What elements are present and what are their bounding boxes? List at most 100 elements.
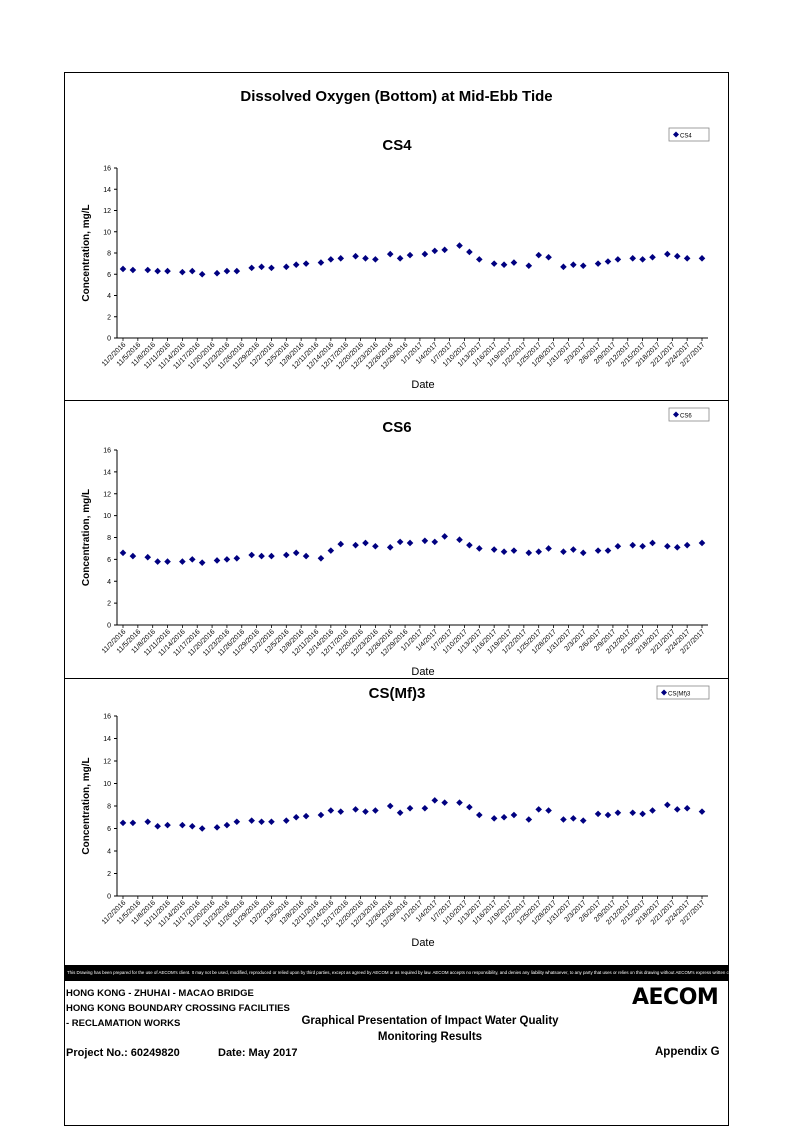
data-point xyxy=(476,256,483,263)
data-point xyxy=(683,541,691,549)
data-point xyxy=(372,256,379,263)
data-point xyxy=(372,542,379,550)
y-axis-label: Concentration, mg/L xyxy=(81,204,92,301)
chart-cs6: CS6 CS6 0 2 4 6 8 10 12 14 16 Concentration, mg/L 11… xyxy=(65,400,729,678)
data-point xyxy=(258,552,265,560)
data-point xyxy=(525,816,533,823)
data-point xyxy=(179,821,186,829)
disclaimer-bar: This Drawing has been prepared for the u… xyxy=(64,965,729,981)
data-point xyxy=(327,256,335,263)
y-tick-label: 16 xyxy=(103,166,111,173)
legend-marker xyxy=(661,689,667,696)
footer-project-line1: HONG KONG - ZHUHAI - MACAO BRIDGE xyxy=(66,988,254,999)
data-point xyxy=(396,255,404,262)
data-point xyxy=(248,817,255,824)
footer-project-line2: HONG KONG BOUNDARY CROSSING FACILITIES xyxy=(66,1003,290,1014)
y-tick-label: 4 xyxy=(107,849,111,856)
data-point xyxy=(476,811,483,819)
data-point xyxy=(614,542,622,550)
data-point xyxy=(604,258,612,265)
data-point xyxy=(362,539,369,547)
data-point xyxy=(327,807,335,814)
data-point xyxy=(352,541,359,549)
data-point xyxy=(268,818,275,826)
chart-title: CS(Mf)3 xyxy=(369,685,426,702)
data-point xyxy=(258,263,265,271)
data-point xyxy=(119,819,127,827)
data-point xyxy=(292,261,300,268)
data-point xyxy=(198,559,206,566)
data-point xyxy=(198,825,206,832)
data-point xyxy=(248,551,255,559)
data-point xyxy=(129,266,137,274)
data-point xyxy=(144,266,152,274)
data-point xyxy=(431,247,439,255)
data-point xyxy=(337,808,345,815)
data-point xyxy=(129,819,137,827)
y-tick-label: 2 xyxy=(107,871,111,878)
data-point xyxy=(639,542,646,550)
data-point xyxy=(386,802,394,810)
data-point xyxy=(510,811,518,819)
data-point xyxy=(673,544,681,551)
data-point xyxy=(649,253,656,261)
data-point xyxy=(302,552,310,560)
y-tick-label: 12 xyxy=(103,208,111,215)
data-point xyxy=(466,541,473,549)
data-point xyxy=(510,547,518,554)
data-point xyxy=(698,539,706,547)
data-point xyxy=(317,554,325,562)
data-point xyxy=(431,538,439,546)
data-point xyxy=(396,538,404,546)
data-point xyxy=(466,803,473,811)
data-point xyxy=(233,818,241,826)
data-point xyxy=(179,268,186,276)
y-tick-label: 10 xyxy=(103,781,111,788)
data-point xyxy=(352,252,359,260)
data-point xyxy=(213,269,221,277)
data-point xyxy=(233,267,241,275)
data-point xyxy=(629,809,637,817)
data-point xyxy=(535,251,542,259)
data-point xyxy=(579,262,587,270)
data-point xyxy=(223,267,231,275)
data-point xyxy=(421,250,429,258)
data-point xyxy=(119,549,127,557)
chart-title: CS4 xyxy=(382,137,412,154)
data-point xyxy=(570,815,577,822)
x-axis-label: Date xyxy=(411,666,434,678)
data-point xyxy=(213,557,221,564)
data-point xyxy=(466,248,473,256)
data-point xyxy=(233,554,241,562)
data-point xyxy=(490,260,498,267)
page-title: Dissolved Oxygen (Bottom) at Mid-Ebb Tid… xyxy=(240,88,553,105)
legend-box xyxy=(656,685,710,700)
data-point xyxy=(119,265,127,273)
data-point xyxy=(525,549,533,557)
y-tick-label: 6 xyxy=(107,826,111,833)
y-tick-label: 0 xyxy=(107,623,111,630)
data-point xyxy=(188,267,196,275)
data-point xyxy=(188,556,196,563)
x-axis-label: Date xyxy=(411,937,434,949)
data-point xyxy=(431,797,439,804)
y-tick-label: 4 xyxy=(107,579,111,586)
data-point xyxy=(500,813,508,821)
data-point xyxy=(198,270,206,278)
data-point xyxy=(302,812,310,820)
footer-center-title-1: Graphical Presentation of Impact Water Q… xyxy=(301,1015,559,1027)
data-point xyxy=(327,547,335,554)
data-point xyxy=(421,804,429,812)
data-point xyxy=(317,259,325,266)
y-tick-label: 0 xyxy=(107,336,111,343)
data-point xyxy=(490,815,498,822)
data-point xyxy=(614,256,622,263)
y-tick-label: 14 xyxy=(103,187,111,194)
data-point xyxy=(441,246,448,254)
data-point xyxy=(352,806,359,813)
data-point xyxy=(698,255,706,262)
y-tick-label: 12 xyxy=(103,491,111,498)
chart-svg-csmf3: CS(Mf)3 CS(Mf)3 0 2 4 6 8 10 12 14 16 Concentration… xyxy=(65,678,729,949)
data-point xyxy=(673,252,681,260)
